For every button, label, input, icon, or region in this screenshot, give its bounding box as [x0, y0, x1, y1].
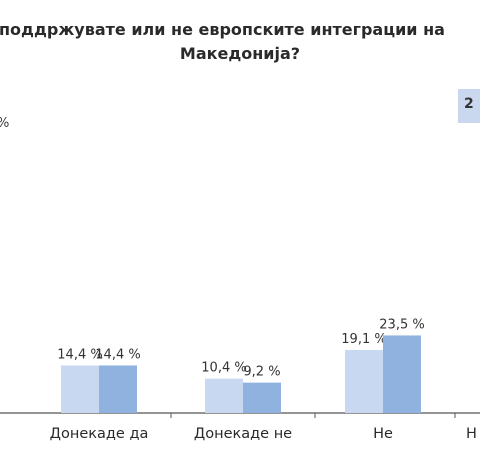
- category-label-2: Донекаде не: [194, 426, 292, 442]
- bar-2-3: [383, 335, 421, 413]
- category-label-1: Донекаде да: [50, 426, 149, 442]
- data-label-1-2: 10,4 %: [201, 361, 246, 376]
- chart-title-line-2: Македонија?: [179, 44, 301, 63]
- bar-1-2: [205, 378, 243, 413]
- legend-box: 2: [458, 89, 480, 123]
- data-label-2-2: 9,2 %: [243, 365, 280, 380]
- bar-2-1: [99, 365, 137, 413]
- data-label-2-1: 14,4 %: [95, 347, 140, 362]
- bar-1-3: [345, 349, 383, 413]
- chart-title-line-1: поддржувате или не европските интеграции…: [0, 20, 445, 39]
- clipped-left-label: %: [0, 116, 9, 131]
- legend-box-label: 2: [464, 96, 474, 112]
- bar-2-2: [243, 382, 281, 413]
- category-label-3: Не: [373, 426, 393, 442]
- data-label-1-3: 19,1 %: [341, 332, 386, 347]
- data-label-1-1: 14,4 %: [57, 347, 102, 362]
- category-label-4: Н: [466, 426, 477, 442]
- bar-1-1: [61, 365, 99, 413]
- data-label-2-3: 23,5 %: [379, 317, 424, 332]
